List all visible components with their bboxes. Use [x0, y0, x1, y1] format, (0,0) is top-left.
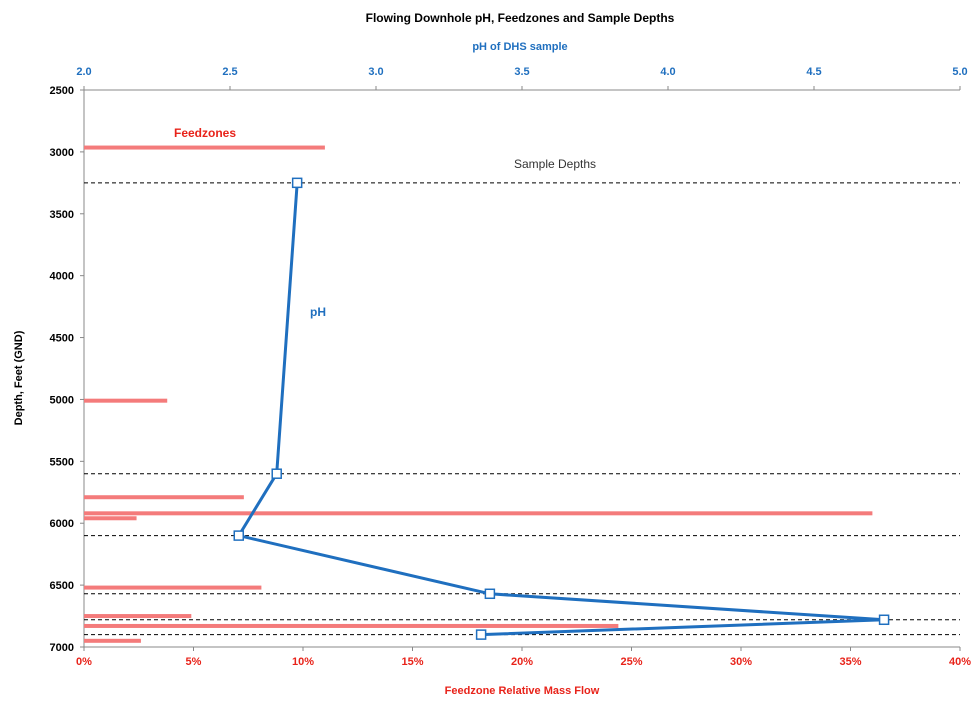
top-tick-label: 4.0	[660, 66, 675, 78]
left-axis-title: Depth, Feet (GND)	[13, 330, 25, 425]
left-tick-label: 5000	[50, 394, 74, 406]
bottom-tick-label: 10%	[292, 656, 314, 668]
feedzone-bar	[84, 145, 325, 150]
ph-point	[878, 614, 890, 626]
plot-area: 2.0 2.5 3.0 3.5 4.0 4.5 5.0 2500 3000 3500 4000 450…	[50, 66, 972, 668]
feedzone-bar	[84, 516, 137, 521]
feedzone-bar	[84, 623, 619, 628]
feedzones-label: Feedzones	[174, 126, 236, 140]
feedzone-bar	[84, 585, 262, 590]
bottom-tick-label: 25%	[620, 656, 642, 668]
top-tick-label: 3.0	[368, 66, 383, 78]
ph-point	[271, 468, 282, 479]
left-tick-label: 7000	[50, 642, 74, 654]
bottom-tick-label: 30%	[730, 656, 752, 668]
ph-series-label: pH	[310, 305, 326, 319]
left-tick-label: 3500	[50, 209, 74, 221]
top-tick-label: 2.0	[76, 66, 91, 78]
sample-depths-label: Sample Depths	[514, 157, 596, 171]
left-tick-label: 4000	[50, 271, 74, 283]
feedzone-bar	[84, 495, 244, 500]
left-tick-label: 6500	[50, 580, 74, 592]
bottom-tick-label: 35%	[839, 656, 861, 668]
left-tick-label: 2500	[50, 85, 74, 97]
feedzone-bar	[84, 638, 141, 643]
top-tick-label: 4.5	[806, 66, 821, 78]
bottom-tick-label: 15%	[401, 656, 423, 668]
bottom-axis-title: Feedzone Relative Mass Flow	[445, 685, 600, 697]
ph-point	[484, 588, 496, 600]
ph-point	[475, 629, 487, 640]
left-tick-label: 4500	[50, 333, 74, 345]
ph-point	[291, 177, 303, 189]
left-tick-label: 3000	[50, 147, 74, 159]
feedzone-bar	[84, 398, 168, 403]
top-tick-label: 3.5	[514, 66, 529, 78]
left-tick-label: 6000	[50, 518, 74, 530]
bottom-tick-label: 5%	[186, 656, 202, 668]
top-tick-label: 5.0	[952, 66, 967, 78]
ph-line	[237, 182, 886, 637]
bottom-tick-label: 40%	[949, 656, 971, 668]
feedzone-bar	[84, 614, 192, 619]
left-tick-label: 5500	[50, 456, 74, 468]
feedzone-bar	[84, 511, 873, 516]
bottom-tick-label: 20%	[511, 656, 533, 668]
ph-point	[233, 530, 245, 541]
bottom-tick-label: 0%	[76, 656, 92, 668]
top-tick-label: 2.5	[222, 66, 237, 78]
top-axis-title: pH of DHS sample	[472, 41, 567, 53]
chart-title: Flowing Downhole pH, Feedzones and Sampl…	[366, 11, 675, 25]
